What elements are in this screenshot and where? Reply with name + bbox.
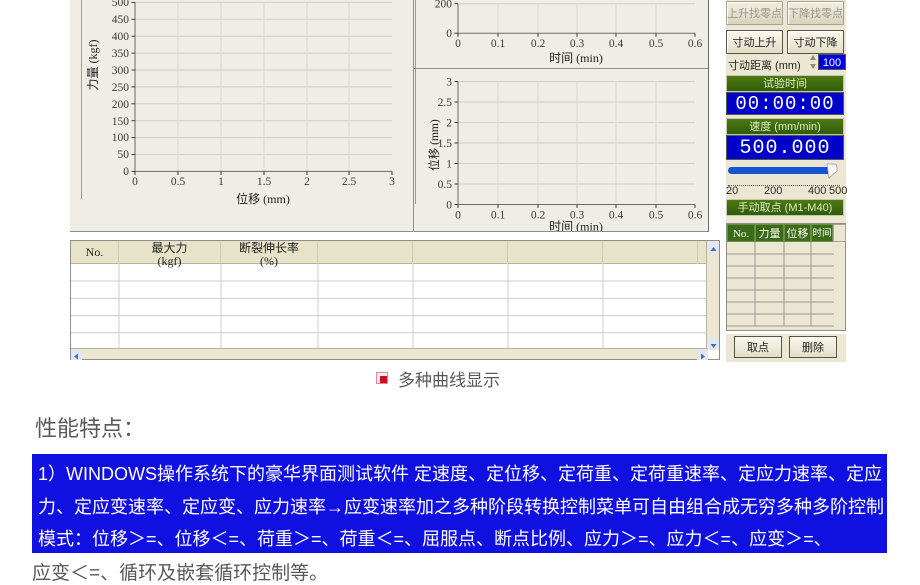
svg-text:0.4: 0.4 [609, 38, 624, 50]
svg-text:200: 200 [112, 99, 130, 111]
svg-text:时间 (min): 时间 (min) [549, 51, 603, 65]
svg-text:0.1: 0.1 [491, 209, 506, 221]
svg-text:0.2: 0.2 [531, 38, 546, 50]
svg-text:3: 3 [446, 76, 452, 88]
svg-text:150: 150 [112, 116, 130, 128]
svg-text:350: 350 [112, 48, 130, 60]
svg-text:0.5: 0.5 [649, 38, 664, 50]
svg-text:位移 (mm): 位移 (mm) [236, 191, 290, 206]
svg-text:200: 200 [435, 0, 453, 11]
svg-text:0.6: 0.6 [688, 38, 703, 50]
svg-text:100: 100 [112, 132, 130, 144]
svg-text:0: 0 [446, 28, 452, 40]
svg-text:0.1: 0.1 [491, 38, 506, 50]
svg-text:位移 (mm): 位移 (mm) [427, 119, 441, 171]
svg-text:1.5: 1.5 [257, 176, 272, 188]
svg-text:2: 2 [304, 176, 310, 188]
svg-text:250: 250 [112, 82, 130, 94]
svg-text:3: 3 [389, 176, 395, 188]
svg-text:450: 450 [112, 14, 130, 26]
svg-text:500: 500 [112, 0, 130, 9]
svg-text:400: 400 [112, 31, 130, 43]
svg-text:2.5: 2.5 [438, 97, 453, 109]
svg-text:0.5: 0.5 [438, 179, 453, 191]
svg-text:力量 (kgf): 力量 (kgf) [86, 40, 100, 91]
svg-text:50: 50 [118, 149, 130, 161]
svg-text:0.5: 0.5 [649, 209, 664, 221]
svg-text:0: 0 [446, 199, 452, 211]
svg-text:2: 2 [446, 117, 452, 129]
svg-text:0.4: 0.4 [609, 209, 624, 221]
svg-text:0: 0 [455, 38, 461, 50]
svg-text:0.5: 0.5 [171, 176, 186, 188]
svg-text:1: 1 [218, 176, 224, 188]
svg-text:0.6: 0.6 [688, 209, 703, 221]
svg-text:0.3: 0.3 [570, 38, 585, 50]
svg-text:0: 0 [455, 209, 461, 221]
svg-text:1: 1 [446, 158, 452, 170]
svg-text:0: 0 [132, 176, 138, 188]
svg-text:2.5: 2.5 [342, 176, 357, 188]
svg-text:0.2: 0.2 [531, 209, 546, 221]
svg-text:0: 0 [123, 166, 129, 178]
svg-text:300: 300 [112, 65, 130, 77]
